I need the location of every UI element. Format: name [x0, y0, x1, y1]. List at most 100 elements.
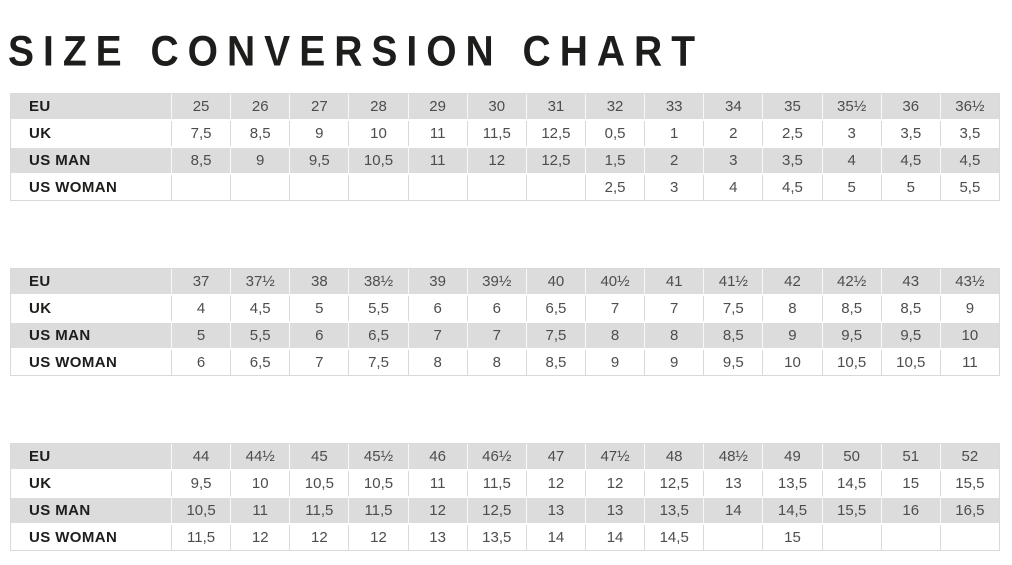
size-value-cell: 2: [703, 121, 762, 146]
size-value-cell: 14: [584, 525, 644, 550]
row-label: UK: [29, 300, 52, 317]
size-value-cell: 0,5: [584, 121, 644, 146]
size-value-cell: 11,5: [348, 498, 407, 523]
size-value-cell: 5: [880, 175, 940, 200]
size-value-cell: 34: [703, 94, 762, 119]
size-value-cell: 38½: [348, 269, 407, 294]
size-value-cell: 10: [348, 121, 407, 146]
size-value-cell: 16,5: [939, 498, 999, 523]
row-label: EU: [29, 98, 51, 115]
size-value-cell: 39½: [466, 269, 526, 294]
size-value-cell: 8: [762, 296, 821, 321]
size-value-cell: 15,5: [939, 471, 999, 496]
size-value-cell: 11: [407, 148, 467, 173]
size-value-cell: 10,5: [348, 148, 407, 173]
size-value-cell: 4,5: [880, 148, 940, 173]
table-row-us-woman: US WOMAN 11,5 12 12 12 13 13,5 14 14 14,5 15: [11, 525, 999, 550]
size-value-cell: 41: [644, 269, 703, 294]
table-row-uk: UK 9,5 10 10,5 10,5 11 11,5 12 12 12,5 13 13,5 14,5 1…: [11, 471, 999, 496]
table-row-eu: EU 44 44½ 45 45½ 46 46½ 47 47½ 48 48½ 49 50 51 52: [11, 444, 999, 469]
size-value-cell: 2,5: [762, 121, 821, 146]
size-table-eu-25-36half: EU 25 26 27 28 29 30 31 32 33 34 35 35½ 36 36½ UK 7,5 8,5…: [10, 93, 1000, 201]
size-value-cell: 10: [230, 471, 289, 496]
size-value-cell: 36½: [939, 94, 999, 119]
size-value-cell: 41½: [703, 269, 762, 294]
table-row-us-man: US MAN 10,5 11 11,5 11,5 12 12,5 13 13 13,5 14 14,5…: [11, 498, 999, 523]
size-value-cell: 14: [703, 498, 762, 523]
size-value-cell: 15: [880, 471, 940, 496]
size-value-cell: 3: [703, 148, 762, 173]
size-value-cell: 6: [289, 323, 348, 348]
size-value-cell: 10,5: [171, 498, 230, 523]
size-value-cell: 8: [407, 350, 467, 375]
size-value-cell: 12: [348, 525, 407, 550]
table-row-eu: EU 37 37½ 38 38½ 39 39½ 40 40½ 41 41½ 42 42½ 43 43½: [11, 269, 999, 294]
size-value-cell: 7: [644, 296, 703, 321]
size-value-cell: 11: [230, 498, 289, 523]
row-label: US MAN: [29, 327, 91, 344]
size-value-cell: 5,5: [939, 175, 999, 200]
size-value-cell: 13: [407, 525, 467, 550]
size-value-cell: 52: [939, 444, 999, 469]
size-value-cell: 13: [525, 498, 585, 523]
size-value-cell: 7,5: [525, 323, 585, 348]
table-row-us-woman: US WOMAN 2,5 3 4 4,5 5 5 5,5: [11, 175, 999, 200]
size-value-cell: 8: [466, 350, 526, 375]
size-value-cell: 9,5: [880, 323, 940, 348]
size-value-cell: 12: [230, 525, 289, 550]
size-value-cell: 4: [703, 175, 762, 200]
size-value-cell: 40: [525, 269, 585, 294]
size-value-cell: 4: [821, 148, 881, 173]
size-value-cell: 7: [584, 296, 644, 321]
size-value-cell: 11,5: [289, 498, 348, 523]
size-value-cell: 38: [289, 269, 348, 294]
size-value-cell: [230, 175, 289, 200]
size-value-cell: 10,5: [289, 471, 348, 496]
size-value-cell: 5,5: [230, 323, 289, 348]
size-value-cell: 45: [289, 444, 348, 469]
size-value-cell: [880, 525, 940, 550]
size-value-cell: 8,5: [880, 296, 940, 321]
size-value-cell: 29: [407, 94, 467, 119]
size-value-cell: 8: [584, 323, 644, 348]
size-value-cell: 40½: [584, 269, 644, 294]
size-value-cell: 13,5: [762, 471, 821, 496]
size-value-cell: 47: [525, 444, 585, 469]
size-value-cell: 51: [880, 444, 940, 469]
size-value-cell: 25: [171, 94, 230, 119]
size-value-cell: [289, 175, 348, 200]
size-value-cell: 45½: [348, 444, 407, 469]
size-value-cell: [939, 525, 999, 550]
size-value-cell: 7: [289, 350, 348, 375]
size-value-cell: 48½: [703, 444, 762, 469]
size-value-cell: 12: [407, 498, 467, 523]
size-value-cell: 10,5: [880, 350, 940, 375]
size-value-cell: 3: [821, 121, 881, 146]
size-value-cell: 5,5: [348, 296, 407, 321]
size-value-cell: 2,5: [584, 175, 644, 200]
size-table-eu-44-52: EU 44 44½ 45 45½ 46 46½ 47 47½ 48 48½ 49 50 51 52 UK 9,5…: [10, 443, 1000, 551]
size-value-cell: 8,5: [230, 121, 289, 146]
size-value-cell: 47½: [584, 444, 644, 469]
row-label: US MAN: [29, 502, 91, 519]
size-value-cell: 37½: [230, 269, 289, 294]
size-value-cell: 12: [525, 471, 585, 496]
size-value-cell: 9: [939, 296, 999, 321]
size-value-cell: 13,5: [644, 498, 703, 523]
size-value-cell: 42½: [821, 269, 881, 294]
size-value-cell: 11: [939, 350, 999, 375]
size-value-cell: 11: [407, 471, 467, 496]
size-value-cell: 14,5: [644, 525, 703, 550]
size-value-cell: 3,5: [880, 121, 940, 146]
size-value-cell: 48: [644, 444, 703, 469]
size-value-cell: 10: [762, 350, 821, 375]
row-label: US WOMAN: [29, 354, 118, 371]
size-value-cell: [466, 175, 526, 200]
size-value-cell: 3,5: [762, 148, 821, 173]
size-value-cell: 12: [584, 471, 644, 496]
size-value-cell: 49: [762, 444, 821, 469]
size-value-cell: 8,5: [821, 296, 881, 321]
size-value-cell: 44: [171, 444, 230, 469]
size-value-cell: [821, 525, 881, 550]
size-value-cell: 6,5: [230, 350, 289, 375]
